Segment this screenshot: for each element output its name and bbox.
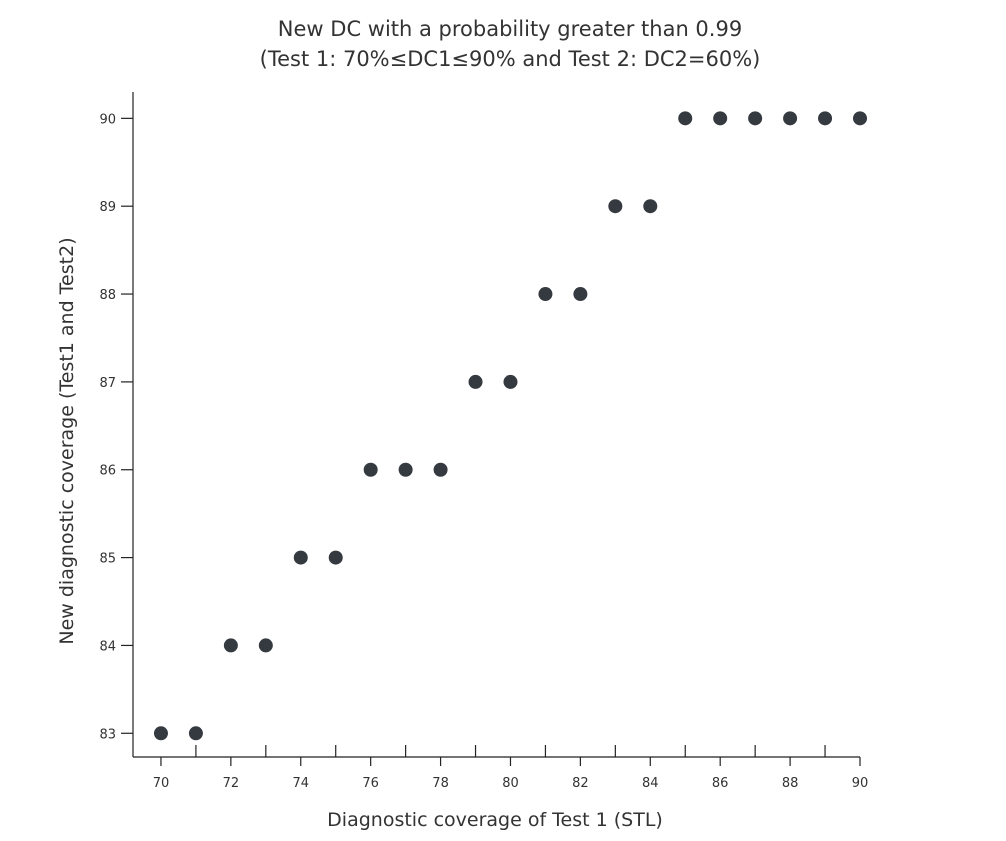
y-tick-label: 85 [99,552,116,567]
data-point [818,111,833,126]
x-tick-label: 70 [153,776,170,791]
y-tick-label: 87 [99,376,116,391]
data-point [608,199,623,214]
x-tick-label: 88 [782,776,799,791]
data-point [258,638,273,653]
y-tick-label: 83 [99,727,116,742]
data-point [468,374,483,389]
x-tick-label: 72 [223,776,240,791]
chart-title: New DC with a probability greater than 0… [260,17,761,71]
data-point [223,638,238,653]
chart-title-line-1: New DC with a probability greater than 0… [278,17,742,41]
data-point [503,374,518,389]
y-axis-title: New diagnostic coverage (Test1 and Test2… [56,237,78,644]
x-tick-label: 82 [572,776,589,791]
y-tick-label: 84 [99,639,116,654]
data-point [538,287,553,302]
data-point [433,462,448,477]
x-tick-label: 90 [852,776,869,791]
data-point [573,287,588,302]
data-point [188,726,203,741]
data-point [853,111,867,126]
data-point [783,111,798,126]
data-point [153,726,168,741]
x-tick-label: 78 [432,776,449,791]
y-tick-label: 90 [99,112,116,127]
y-tick-label: 86 [99,464,116,479]
x-tick-label: 76 [362,776,379,791]
data-point [748,111,763,126]
chart-title-line-2: (Test 1: 70%≤DC1≤90% and Test 2: DC2=60%… [260,47,761,71]
x-axis-title: Diagnostic coverage of Test 1 (STL) [327,809,663,831]
data-point [328,550,343,565]
data-points [153,111,867,741]
x-tick-label: 74 [292,776,309,791]
x-axis-ticks: 70 72 74 76 78 80 82 84 86 88 90 [153,745,869,791]
axes [132,92,860,758]
y-tick-label: 89 [99,200,116,215]
data-point [713,111,728,126]
x-tick-label: 84 [642,776,659,791]
data-point [398,462,413,477]
data-point [293,550,308,565]
y-tick-label: 88 [99,288,116,303]
data-point [363,462,378,477]
data-point [678,111,693,126]
x-tick-label: 80 [502,776,519,791]
y-axis-ticks: 83 84 85 86 87 88 89 90 [99,112,133,742]
data-point [643,199,658,214]
x-tick-label: 86 [712,776,729,791]
